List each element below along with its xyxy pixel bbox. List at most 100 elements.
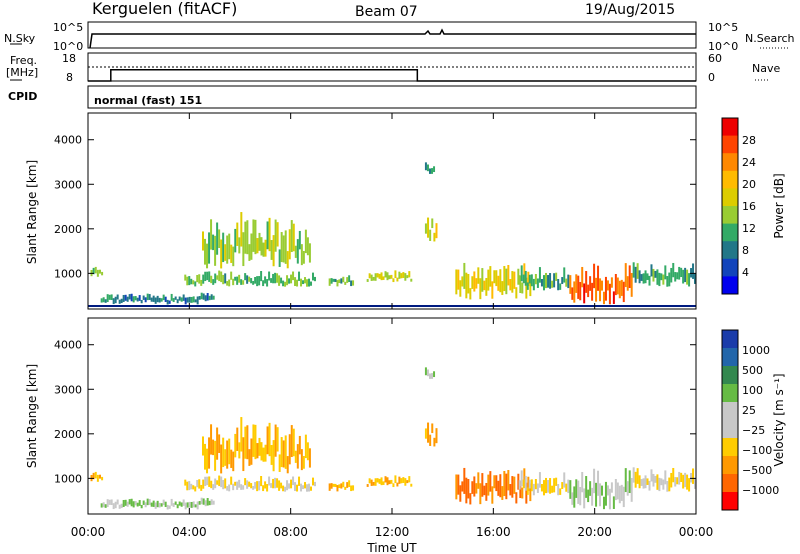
power-echo-cell: [182, 294, 185, 301]
velocity-echo-cell: [194, 486, 197, 492]
power-echo-cell: [254, 219, 257, 255]
power-echo-cell: [168, 300, 171, 304]
power-echo-cell: [644, 270, 647, 284]
velocity-echo-cell: [376, 478, 379, 483]
velocity-echo-cell: [626, 481, 629, 496]
velocity-echo-cell: [650, 469, 653, 482]
power-echo-cell: [196, 274, 199, 283]
velocity-echo-cell: [662, 479, 665, 490]
velocity-echo-cell: [264, 481, 267, 489]
velocity-echo-cell: [538, 472, 541, 488]
power-echo-cell: [515, 287, 518, 299]
velocity-echo-cell: [620, 484, 623, 501]
nsky-frame: [87, 21, 697, 49]
velocity-echo-cell: [284, 435, 287, 469]
velocity-echo-cell: [463, 467, 466, 494]
velocity-echo-cell: [547, 480, 550, 493]
velocity-echo-cell: [485, 482, 488, 501]
power-echoes: [90, 162, 697, 305]
power-echo-cell: [286, 251, 289, 269]
velocity-echo-cell: [688, 478, 691, 492]
power-echo-cell: [208, 295, 211, 301]
velocity-echo-cell: [489, 471, 492, 492]
power-echo-cell: [258, 232, 261, 251]
velocity-echo-cell: [258, 437, 261, 456]
power-echo-cell: [210, 294, 213, 300]
power-echo-cell: [406, 275, 409, 279]
velocity-echo-cell: [214, 440, 217, 471]
velocity-echo-cell: [352, 485, 355, 491]
power-echo-cell: [96, 269, 99, 277]
power-echo-cell: [528, 274, 531, 284]
velocity-echo-cell: [465, 477, 468, 504]
power-echo-cell: [240, 279, 243, 285]
velocity-echo-cell: [220, 476, 223, 488]
velocity-y-tick-label: 2000: [54, 428, 82, 441]
power-echo-cell: [206, 271, 209, 281]
velocity-echo-cell: [250, 483, 253, 489]
power-colorbar-swatches: [722, 118, 738, 295]
velocity-colorbar-label: 100: [742, 384, 763, 397]
velocity-echo-cell: [487, 474, 490, 496]
velocity-echo-cell: [330, 483, 333, 489]
velocity-echo-cell: [632, 467, 635, 483]
power-colorbar-swatch: [722, 153, 738, 172]
velocity-echo-cell: [258, 481, 261, 491]
power-echo-cell: [274, 219, 277, 252]
velocity-echo-cell: [522, 479, 525, 489]
x-tick-label: 16:00: [476, 525, 511, 539]
power-echo-cell: [208, 271, 211, 282]
velocity-echo-cell: [424, 367, 427, 376]
power-echo-cell: [274, 272, 277, 284]
power-echo-cell: [392, 278, 395, 283]
velocity-echo-cell: [136, 502, 139, 507]
velocity-colorbar-swatch: [722, 384, 738, 403]
velocity-echo-cell: [505, 473, 508, 500]
velocity-echo-cell: [340, 483, 343, 489]
velocity-echo-cell: [334, 483, 337, 488]
power-colorbar-swatch: [722, 241, 738, 260]
power-echo-cell: [694, 273, 697, 284]
velocity-echo-cell: [475, 483, 478, 494]
power-echo-cell: [266, 279, 269, 287]
velocity-echo-cell: [206, 448, 209, 474]
velocity-echo-cell: [276, 478, 279, 488]
velocity-echo-cell: [540, 484, 543, 492]
velocity-echo-cell: [124, 499, 127, 506]
power-echo-cell: [569, 275, 572, 294]
power-echo-cell: [230, 244, 233, 263]
velocity-echo-cell: [536, 483, 539, 493]
velocity-echo-cell: [298, 435, 301, 455]
power-echo-cell: [431, 218, 434, 229]
power-echo-cell: [282, 235, 285, 263]
power-echo-cell: [632, 262, 635, 278]
velocity-echo-cell: [290, 479, 293, 489]
velocity-echoes: [90, 367, 697, 510]
velocity-echo-cell: [473, 476, 476, 497]
velocity-echo-cell: [252, 424, 255, 457]
velocity-echo-cell: [168, 505, 171, 509]
power-echo-cell: [101, 271, 104, 276]
power-echo-cell: [94, 266, 97, 274]
power-echo-cell: [188, 276, 191, 286]
power-echo-cell: [489, 266, 492, 287]
power-echo-cell: [102, 297, 105, 303]
velocity-echo-cell: [384, 476, 387, 483]
power-echo-cell: [270, 278, 273, 283]
velocity-echo-cell: [212, 484, 215, 490]
velocity-echo-cell: [286, 480, 289, 491]
power-echo-cell: [394, 270, 397, 279]
velocity-echo-cell: [120, 503, 123, 509]
velocity-echo-cell: [238, 479, 241, 488]
nave-right-tick-bottom: 0: [708, 71, 715, 84]
power-echo-cell: [192, 296, 195, 303]
power-echo-cell: [386, 272, 389, 281]
velocity-echo-cell: [262, 447, 265, 462]
velocity-echo-cell: [346, 482, 349, 488]
velocity-echo-cell: [156, 500, 159, 508]
velocity-echo-cell: [680, 472, 683, 483]
velocity-echo-cell: [228, 484, 231, 492]
velocity-echo-cell: [236, 427, 239, 451]
velocity-echo-cell: [101, 476, 104, 481]
